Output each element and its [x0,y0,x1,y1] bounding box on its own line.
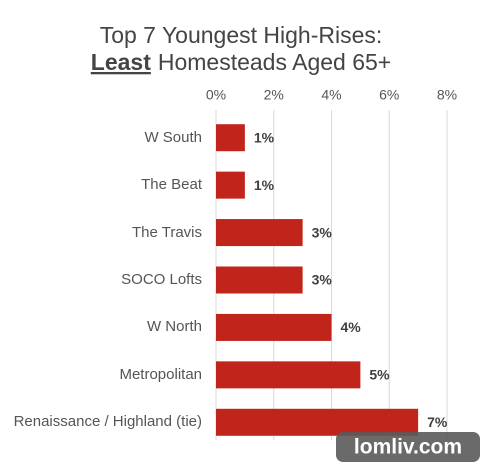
data-label: 1% [254,177,275,193]
bar [216,266,303,294]
data-label: 3% [312,272,333,288]
x-tick-label: 0% [206,87,226,103]
bar [216,313,332,341]
chart-subtitle: Homesteads Aged 65+ [158,49,391,75]
data-label: 5% [369,367,390,383]
y-tick-label: W North [146,318,202,336]
y-tick-label: The Beat [141,176,202,194]
y-tick-label: W South [144,128,202,146]
bar [216,361,361,389]
y-tick-label: Metropolitan [119,365,202,383]
subtitle-emphasis: Least [91,49,151,75]
y-tick-label: Renaissance / Highland (tie) [13,413,202,431]
x-tick-label: 4% [321,87,341,103]
y-tick-label: SOCO Lofts [121,271,202,288]
watermark: lomliv.com [336,432,480,462]
bar [216,124,245,152]
bar [216,219,303,247]
x-tick-label: 6% [379,87,399,103]
data-label: 3% [312,224,333,240]
x-tick-label: 2% [264,87,284,103]
data-label: 1% [254,129,275,145]
chart-title: Top 7 Youngest High-Rises: [100,22,383,48]
data-label: 7% [427,414,448,430]
watermark-bg [336,432,480,462]
y-tick-label: The Travis [131,223,202,241]
bar [216,171,245,199]
chart-subtitle-line: Least Homesteads Aged 65+ [91,49,391,75]
x-tick-label: 8% [437,87,457,103]
data-label: 4% [341,319,362,335]
watermark-text: lomliv.com [354,436,462,459]
bar [216,408,419,436]
